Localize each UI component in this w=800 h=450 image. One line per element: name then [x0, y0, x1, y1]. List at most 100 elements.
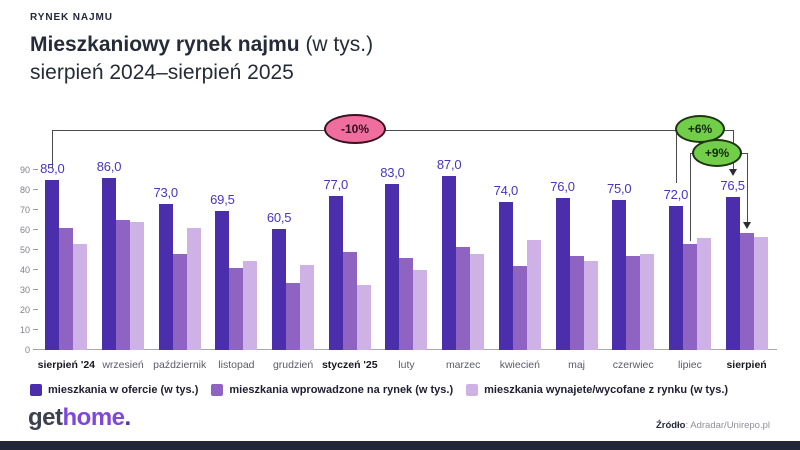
badge-gain-9pct: +9% [692, 139, 742, 167]
bar-rented [640, 254, 655, 350]
gain-intro-right-line [747, 153, 748, 222]
bar-group: 74,0 kwiecień [492, 150, 549, 371]
page-title: Mieszkaniowy rynek najmu (w tys.) sierpi… [30, 31, 373, 87]
y-tick-label: 60 [19, 225, 30, 235]
bar-rented [73, 244, 88, 350]
bar-rented [413, 270, 428, 350]
bar-offer [612, 200, 627, 350]
bar-introduced [456, 247, 471, 350]
legend-item-rented: mieszkania wynajete/wycofane z rynku (w … [466, 384, 728, 396]
value-label: 72,0 [663, 187, 689, 202]
bar-introduced [569, 256, 584, 350]
source-label: Źródło [655, 420, 686, 431]
x-tick-label: sierpień '24 [37, 359, 96, 371]
y-tick [33, 329, 38, 330]
bar-rented [186, 228, 201, 350]
value-label: 83,0 [380, 165, 405, 180]
y-tick [33, 309, 38, 310]
x-tick-label: grudzień [272, 359, 314, 371]
y-tick-label: 40 [19, 265, 30, 275]
x-tick-label: styczeń '25 [321, 359, 378, 371]
bar-offer [725, 197, 740, 350]
bar-offer [45, 180, 60, 350]
drop-bracket-arrow [729, 169, 737, 176]
bar-offer [328, 196, 343, 350]
y-tick [33, 349, 38, 350]
x-tick-label: lipiec [677, 359, 702, 371]
gethome-logo: gethome. [28, 404, 131, 432]
bar-group: 72,0 lipiec [662, 150, 719, 371]
x-tick-label: sierpień [726, 359, 767, 371]
bar-introduced [682, 244, 697, 350]
gain-offer-connector-line [676, 130, 677, 183]
legend-label-offer: mieszkania w ofercie (w tys.) [48, 384, 199, 396]
eyebrow-label: RYNEK NAJMU [30, 12, 113, 23]
logo-dot: . [124, 404, 132, 431]
bar-introduced [116, 220, 131, 350]
bar-introduced [342, 252, 357, 350]
drop-bracket-rail-line [52, 130, 733, 131]
bar-group: 77,0 styczeń '25 [321, 150, 378, 371]
y-tick [33, 169, 38, 170]
title-line2: sierpień 2024–sierpień 2025 [30, 61, 294, 84]
bar-offer [442, 176, 457, 350]
value-label: 76,0 [550, 179, 575, 194]
bar-group: 76,5 sierpień [718, 150, 775, 371]
bar-rented [300, 265, 315, 350]
bar-group: 86,0 wrzesień [95, 150, 152, 371]
source-value: : Adradar/Unirepo.pl [685, 420, 771, 431]
legend-item-introduced: mieszkania wprowadzone na rynek (w tys.) [211, 384, 453, 396]
bar-introduced [739, 233, 754, 350]
bar-introduced [626, 256, 641, 350]
title-line1: Mieszkaniowy rynek najmu (w tys.) [30, 31, 373, 59]
bar-rented [470, 254, 485, 350]
bar-offer [668, 206, 683, 350]
legend: mieszkania w ofercie (w tys.) mieszkania… [30, 384, 728, 396]
drop-bracket-left-line [52, 130, 53, 168]
bottom-band [0, 441, 800, 450]
value-label: 85,0 [40, 161, 65, 176]
legend-item-offer: mieszkania w ofercie (w tys.) [30, 384, 198, 396]
bar-offer [215, 211, 230, 350]
x-tick-label: październik [153, 359, 207, 371]
value-label: 69,5 [210, 192, 235, 207]
bar-offer [555, 198, 570, 350]
gain-intro-arrow [743, 222, 751, 229]
x-tick-label: czerwiec [612, 359, 654, 371]
bar-group: 87,0 marzec [435, 150, 492, 371]
y-tick-label: 0 [24, 345, 30, 355]
bar-offer [272, 229, 287, 350]
y-tick [33, 249, 38, 250]
y-tick [33, 229, 38, 230]
bar-introduced [286, 283, 301, 350]
legend-swatch-rented [466, 384, 479, 396]
bar-rented [753, 237, 768, 350]
logo-home: home [62, 404, 126, 431]
bar-introduced [229, 268, 244, 350]
value-label: 60,5 [266, 210, 292, 225]
y-tick-label: 20 [19, 305, 30, 315]
bar-group: 73,0 październik [151, 150, 208, 371]
logo-get: get [28, 404, 63, 431]
title-bold: Mieszkaniowy rynek najmu [30, 33, 300, 56]
value-label: 77,0 [323, 177, 349, 192]
value-label: 86,0 [96, 159, 122, 174]
gain-intro-left-line [690, 153, 691, 241]
plot-area: 85,0 sierpień '24 86,0 wrzesień 73,0 paździer… [38, 150, 775, 371]
bar-group: 69,5 listopad [208, 150, 265, 371]
value-label: 75,0 [606, 181, 632, 196]
bar-offer [102, 178, 117, 350]
badge-drop-10pct: -10% [324, 114, 386, 144]
bar-introduced [399, 258, 414, 350]
bar-introduced [172, 254, 187, 350]
y-tick-label: 90 [19, 165, 30, 175]
y-tick [33, 209, 38, 210]
x-tick-label: marzec [445, 359, 481, 371]
y-tick-label: 80 [19, 185, 30, 195]
value-label: 76,5 [720, 178, 745, 193]
bar-offer [385, 184, 400, 350]
x-tick-label: luty [398, 359, 415, 371]
legend-label-introduced: mieszkania wprowadzone na rynek (w tys.) [229, 384, 454, 396]
bar-rented [583, 261, 598, 350]
